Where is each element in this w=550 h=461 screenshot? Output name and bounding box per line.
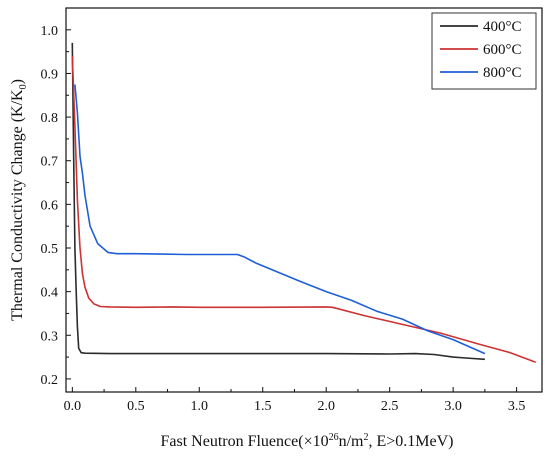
x-tick-label: 3.0 [444, 399, 462, 414]
x-tick-label: 0.5 [127, 399, 145, 414]
y-tick-label: 0.6 [41, 198, 59, 213]
legend: 400°C 600°C 800°C [431, 12, 537, 90]
y-tick-label: 1.0 [41, 24, 59, 39]
y-tick-label: 0.8 [41, 111, 59, 126]
series-layer [71, 42, 536, 364]
x-axis-label: Fast Neutron Fluence(×1026n/m2, E>0.1MeV… [160, 432, 453, 450]
y-tick-label: 0.4 [41, 286, 59, 301]
x-tick-label: 0.0 [64, 399, 82, 414]
y-tick-label: 0.5 [41, 242, 59, 257]
x-axis-ticks: 0.0 0.5 1.0 1.5 2.0 2.5 3.0 3.5 [64, 387, 526, 414]
series-line-800C [74, 84, 486, 355]
series-line-600C [71, 55, 536, 364]
y-axis-label: Thermal Conductivity Change (K/K0) [9, 79, 29, 321]
x-tick-label: 2.5 [381, 399, 399, 414]
y-tick-label: 0.7 [41, 155, 59, 170]
legend-label: 400°C [483, 19, 522, 35]
legend-label: 600°C [483, 42, 522, 58]
legend-label: 800°C [483, 65, 522, 81]
x-tick-label: 1.0 [191, 399, 209, 414]
y-axis-ticks: 0.2 0.3 0.4 0.5 0.6 0.7 0.8 0.9 1.0 [41, 24, 71, 388]
x-tick-label: 3.5 [508, 399, 526, 414]
y-tick-label: 0.2 [41, 373, 59, 388]
y-tick-label: 0.3 [41, 329, 59, 344]
series-line-400C [71, 42, 485, 361]
x-tick-label: 2.0 [317, 399, 335, 414]
plot-frame [65, 7, 543, 393]
y-tick-label: 0.9 [41, 67, 59, 82]
x-tick-label: 1.5 [254, 399, 272, 414]
